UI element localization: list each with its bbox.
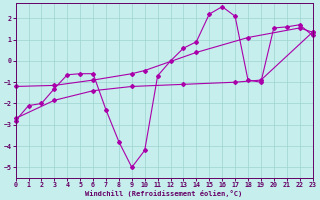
X-axis label: Windchill (Refroidissement éolien,°C): Windchill (Refroidissement éolien,°C) xyxy=(85,190,243,197)
